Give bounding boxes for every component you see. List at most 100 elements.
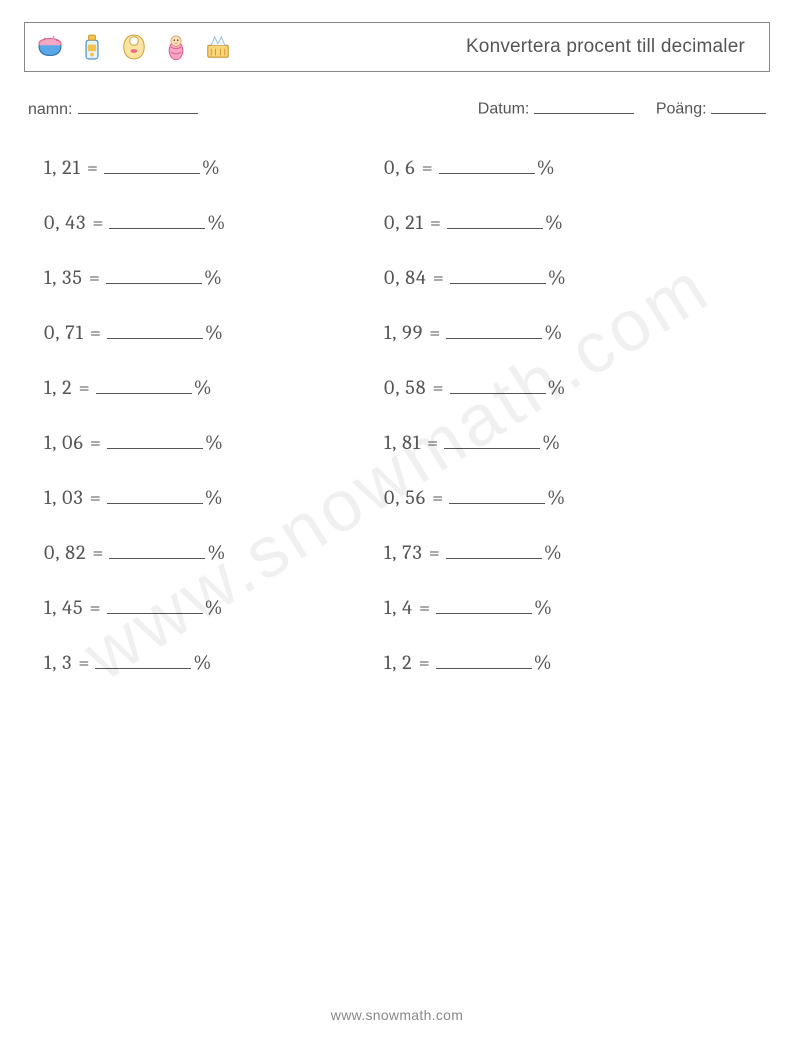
problem-cell: 1, 99 = % (384, 318, 724, 344)
date-blank[interactable] (534, 96, 634, 114)
answer-blank[interactable] (95, 648, 191, 669)
score-label: Poäng: (656, 101, 707, 118)
equals-sign: = (429, 321, 440, 344)
problem-row: 0, 71 = %1, 99 = % (44, 318, 770, 344)
problem-cell: 1, 3 = % (44, 648, 384, 674)
answer-blank[interactable] (104, 153, 200, 174)
bowl-icon (33, 30, 67, 64)
problem-cell: 0, 43 = % (44, 208, 384, 234)
problem-row: 0, 82 = %1, 73 = % (44, 538, 770, 564)
percent-sign: % (193, 651, 211, 674)
answer-blank[interactable] (96, 373, 192, 394)
problem-row: 1, 21 = %0, 6 = % (44, 153, 770, 179)
problem-value: 1, 3 (44, 651, 72, 674)
answer-blank[interactable] (109, 538, 205, 559)
problems-grid: 1, 21 = %0, 6 = %0, 43 = %0, 21 = %1, 35… (24, 153, 770, 674)
problem-value: 1, 35 (44, 266, 83, 289)
equals-sign: = (429, 541, 440, 564)
answer-blank[interactable] (450, 263, 546, 284)
answer-blank[interactable] (450, 373, 546, 394)
equals-sign: = (89, 266, 100, 289)
percent-sign: % (205, 431, 223, 454)
problem-value: 0, 71 (44, 321, 84, 344)
equals-sign: = (419, 596, 430, 619)
problem-cell: 1, 4 = % (384, 593, 724, 619)
problem-value: 0, 82 (44, 541, 86, 564)
equals-sign: = (89, 596, 100, 619)
problem-cell: 1, 2 = % (44, 373, 384, 399)
equals-sign: = (90, 431, 101, 454)
percent-sign: % (194, 376, 212, 399)
name-label: namn: (28, 101, 72, 119)
problem-cell: 0, 71 = % (44, 318, 384, 344)
problem-row: 1, 2 = %0, 58 = % (44, 373, 770, 399)
tissues-icon (201, 30, 235, 64)
percent-sign: % (207, 541, 225, 564)
header-box: Konvertera procent till decimaler (24, 22, 770, 72)
problem-cell: 1, 35 = % (44, 263, 384, 289)
meta-row: namn: Datum: Poäng: (24, 96, 770, 119)
problem-cell: 1, 06 = % (44, 428, 384, 454)
answer-blank[interactable] (446, 318, 542, 339)
problem-cell: 1, 03 = % (44, 483, 384, 509)
percent-sign: % (205, 321, 223, 344)
problem-value: 0, 56 (384, 486, 426, 509)
bib-icon (117, 30, 151, 64)
footer-url: www.snowmath.com (0, 1007, 794, 1023)
percent-sign: % (534, 596, 552, 619)
problem-value: 0, 43 (44, 211, 86, 234)
problem-value: 1, 2 (44, 376, 73, 399)
problem-row: 1, 35 = %0, 84 = % (44, 263, 770, 289)
problem-value: 1, 73 (384, 541, 423, 564)
problem-value: 1, 21 (44, 156, 81, 179)
equals-sign: = (430, 211, 441, 234)
percent-sign: % (547, 486, 565, 509)
equals-sign: = (427, 431, 438, 454)
answer-blank[interactable] (436, 593, 532, 614)
problem-cell: 1, 81 = % (384, 428, 724, 454)
problem-cell: 0, 84 = % (384, 263, 724, 289)
equals-sign: = (90, 486, 101, 509)
name-blank[interactable] (78, 96, 198, 114)
percent-sign: % (205, 486, 223, 509)
date-label: Datum: (478, 101, 530, 118)
answer-blank[interactable] (439, 153, 535, 174)
equals-sign: = (87, 156, 98, 179)
percent-sign: % (205, 596, 223, 619)
baby-icon (159, 30, 193, 64)
problem-row: 0, 43 = %0, 21 = % (44, 208, 770, 234)
problem-value: 1, 06 (44, 431, 84, 454)
page-title: Konvertera procent till decimaler (466, 36, 755, 58)
answer-blank[interactable] (444, 428, 540, 449)
answer-blank[interactable] (106, 263, 202, 284)
percent-sign: % (544, 321, 562, 344)
problem-cell: 1, 21 = % (44, 153, 384, 179)
answer-blank[interactable] (109, 208, 205, 229)
problem-value: 0, 58 (384, 376, 426, 399)
answer-blank[interactable] (107, 318, 203, 339)
answer-blank[interactable] (449, 483, 545, 504)
problem-value: 1, 4 (384, 596, 413, 619)
answer-blank[interactable] (436, 648, 532, 669)
equals-sign: = (432, 376, 443, 399)
problem-row: 1, 3 = %1, 2 = % (44, 648, 770, 674)
icon-row (33, 30, 235, 64)
equals-sign: = (78, 651, 89, 674)
percent-sign: % (548, 376, 566, 399)
answer-blank[interactable] (107, 483, 203, 504)
equals-sign: = (432, 486, 443, 509)
answer-blank[interactable] (107, 428, 203, 449)
score-blank[interactable] (711, 96, 766, 114)
percent-sign: % (202, 156, 220, 179)
problem-row: 1, 06 = %1, 81 = % (44, 428, 770, 454)
problem-value: 1, 2 (384, 651, 413, 674)
problem-value: 1, 81 (384, 431, 421, 454)
problem-value: 0, 21 (384, 211, 424, 234)
answer-blank[interactable] (107, 593, 203, 614)
answer-blank[interactable] (446, 538, 542, 559)
percent-sign: % (542, 431, 560, 454)
problem-cell: 0, 58 = % (384, 373, 724, 399)
answer-blank[interactable] (447, 208, 543, 229)
equals-sign: = (92, 211, 103, 234)
problem-value: 1, 45 (44, 596, 83, 619)
